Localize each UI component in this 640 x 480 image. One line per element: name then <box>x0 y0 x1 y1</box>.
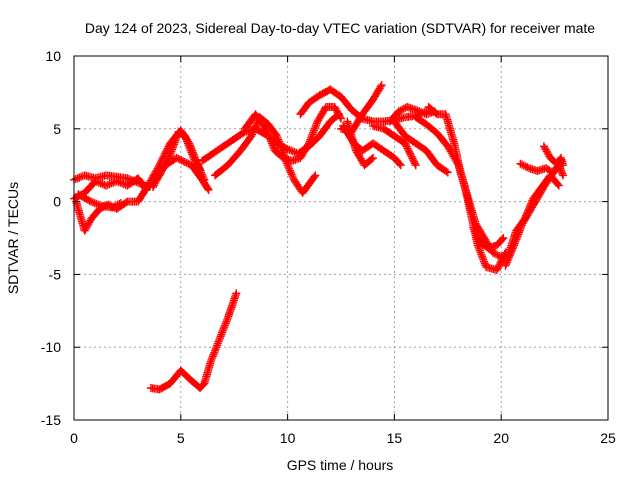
series-track-q <box>424 103 506 261</box>
series-track-n <box>386 103 439 126</box>
plus-markers <box>240 103 345 165</box>
x-tick-label: 15 <box>387 430 403 446</box>
axis-ticks <box>73 55 609 421</box>
x-tick-label: 10 <box>280 430 296 446</box>
plus-markers <box>390 117 452 177</box>
series-track-w <box>146 289 241 394</box>
series-track-v <box>539 142 568 170</box>
series-track-o <box>390 117 452 177</box>
y-tick-label: -15 <box>41 412 61 428</box>
plus-markers <box>424 103 506 261</box>
y-axis-label: SDTVAR / TECUs <box>5 182 21 294</box>
plus-markers <box>469 223 508 253</box>
series-track-u <box>516 159 568 180</box>
series-track-h <box>240 103 345 165</box>
x-tick-label: 25 <box>600 430 616 446</box>
plus-markers <box>539 142 568 170</box>
plus-markers <box>146 289 241 394</box>
plus-markers <box>386 103 439 126</box>
plus-markers <box>343 117 378 170</box>
plus-markers <box>503 171 563 261</box>
series-track-t <box>503 171 563 261</box>
y-tick-label: 0 <box>53 194 61 210</box>
x-tick-label: 0 <box>70 430 78 446</box>
chart-title: Day 124 of 2023, Sidereal Day-to-day VTE… <box>85 20 595 36</box>
series-track-d <box>74 190 125 212</box>
plus-markers <box>369 121 420 170</box>
y-tick-label: 10 <box>45 48 61 64</box>
x-tick-label: 20 <box>493 430 509 446</box>
series-track-e <box>149 153 213 194</box>
grid-lines <box>74 56 608 420</box>
y-tick-label: -10 <box>41 339 61 355</box>
x-tick-labels: 0 5 10 15 20 25 <box>70 430 616 446</box>
plus-markers <box>516 159 568 180</box>
y-tick-labels: -15 -10 -5 0 5 10 <box>41 48 61 428</box>
series-track-m <box>369 121 420 170</box>
data-points <box>70 81 568 394</box>
series-track-l <box>343 117 378 170</box>
x-axis-label: GPS time / hours <box>287 457 394 473</box>
plot-frame <box>73 55 609 421</box>
y-tick-label: 5 <box>53 121 61 137</box>
series-track-r <box>469 223 508 253</box>
x-tick-label: 5 <box>177 430 185 446</box>
y-tick-label: -5 <box>49 266 62 282</box>
plus-markers <box>74 190 125 212</box>
plus-markers <box>149 153 213 194</box>
